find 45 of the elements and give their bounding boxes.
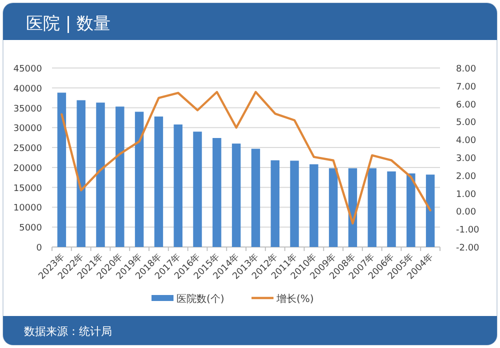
y-tick-label: 10000 [13,204,42,214]
bar [57,92,66,247]
bar [368,168,376,247]
bar [426,174,435,247]
bar [328,168,338,247]
y-tick-label: 5000 [19,224,42,234]
y2-tick-label: 1.00 [456,190,476,200]
y-tick-label: 0 [36,244,42,254]
y-tick-label: 15000 [13,184,42,194]
line-series [60,90,432,224]
bar [174,124,182,247]
bar [193,132,202,247]
bar [310,164,318,247]
bar [290,160,299,247]
bar [96,102,105,247]
y-tick-label: 35000 [13,104,42,114]
y2-tick-label: 3.00 [456,154,476,164]
y-tick-label: 30000 [13,124,42,134]
y2-tick-label: 6.00 [456,100,476,110]
y-tick-label: 20000 [13,164,42,174]
legend-label: 医院数(个) [176,293,224,305]
y2-tick-label: 8.00 [456,64,476,74]
source-note: 数据来源：统计局 [24,325,112,338]
y2-tick-label: 5.00 [456,118,476,128]
bar [134,112,144,247]
y-tick-label: 40000 [13,84,42,94]
y2-tick-label: -1.00 [456,226,480,236]
y2-tick-label: 2.00 [456,172,476,182]
bar [154,116,164,247]
chart-title: 医院 | 数量 [26,14,111,34]
y2-tick-label: 7.00 [456,82,476,92]
y-tick-label: 25000 [13,144,42,154]
y2-tick-label: 4.00 [456,136,476,146]
bar [270,160,280,247]
bar [76,100,86,247]
y2-tick-label: 0.00 [456,208,476,218]
bar [232,144,241,247]
bar [251,148,260,247]
y2-tick-label: -2.00 [456,244,480,254]
legend-label: 增长(%) [276,293,314,305]
y-tick-label: 45000 [13,64,42,74]
bar [387,171,396,247]
bar [116,106,124,247]
bar [212,138,222,247]
bar [406,173,416,247]
